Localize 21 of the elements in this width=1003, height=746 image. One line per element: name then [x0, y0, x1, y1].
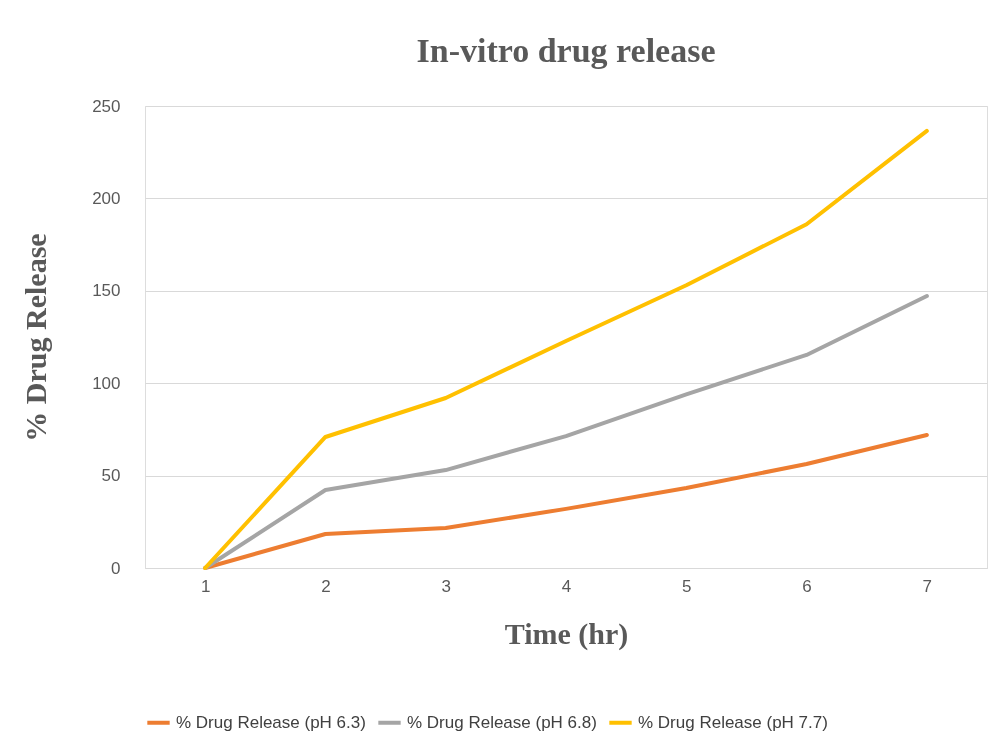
x-tick-label: 2 [321, 576, 331, 596]
x-tick-label: 4 [561, 576, 572, 596]
legend-label: % Drug Release (pH 6.3) [176, 712, 366, 732]
x-tick-label: 6 [802, 576, 812, 596]
y-tick-label: 250 [92, 96, 121, 116]
x-tick-label: 1 [200, 576, 211, 596]
line-series [203, 128, 929, 570]
x-tick-label: 3 [441, 576, 451, 596]
x-tick-label: 5 [682, 576, 692, 596]
legend-label: % Drug Release (pH 6.8) [407, 712, 597, 732]
x-tick-label: 7 [922, 576, 933, 596]
y-tick-label: 200 [92, 188, 121, 208]
y-tick-label: 150 [92, 281, 121, 301]
chart-title: In-vitro drug release [416, 32, 716, 69]
y-tick-label: 50 [101, 466, 121, 486]
y-tick-label: 100 [92, 373, 121, 393]
x-axis-title: Time (hr) [504, 616, 629, 651]
legend-label: % Drug Release (pH 7.7) [638, 712, 828, 732]
y-axis-title: % Drug Release [19, 233, 53, 442]
y-tick-label: 0 [111, 558, 121, 578]
line-series [203, 432, 929, 570]
